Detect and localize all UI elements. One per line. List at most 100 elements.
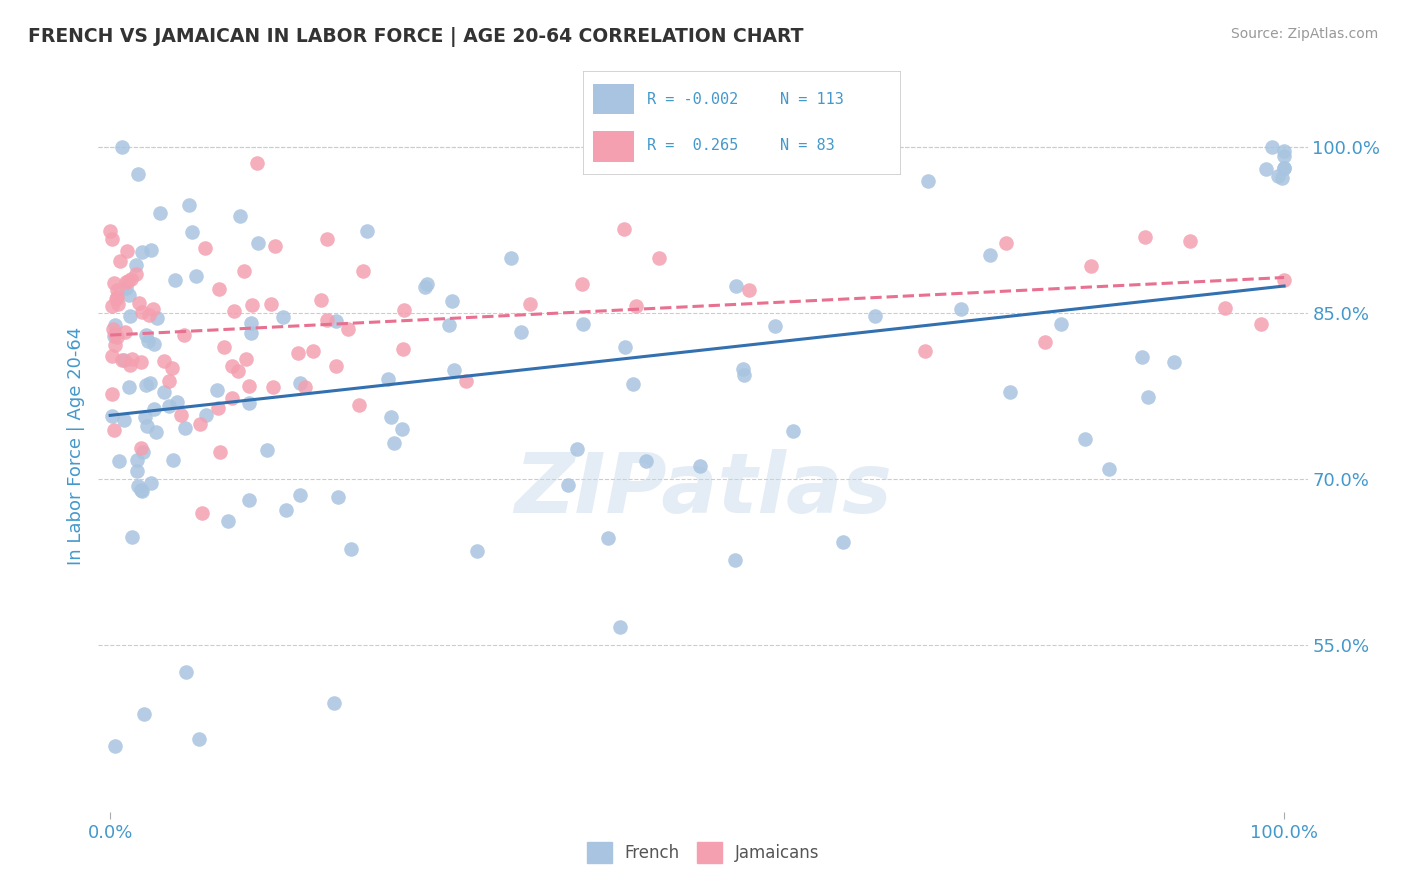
Point xyxy=(380,410,402,425)
Point xyxy=(125,464,148,478)
Point xyxy=(107,454,129,468)
Point xyxy=(246,156,269,170)
Point xyxy=(260,296,283,310)
Point xyxy=(121,530,143,544)
Point xyxy=(105,290,128,304)
Point xyxy=(129,441,152,455)
Point xyxy=(557,477,579,491)
Point xyxy=(323,696,346,710)
Point xyxy=(112,413,135,427)
Point xyxy=(162,453,184,467)
Point xyxy=(311,293,333,307)
Point xyxy=(240,326,263,341)
Point xyxy=(238,396,260,410)
Point xyxy=(229,209,252,223)
Point xyxy=(165,273,187,287)
Text: R = -0.002: R = -0.002 xyxy=(647,92,738,106)
Text: N = 83: N = 83 xyxy=(779,137,834,153)
Point xyxy=(287,345,309,359)
Point xyxy=(238,379,260,393)
Point xyxy=(648,251,671,265)
Point xyxy=(107,297,129,311)
Point xyxy=(288,488,311,502)
Point xyxy=(328,490,350,504)
Point xyxy=(131,244,153,259)
Point xyxy=(101,322,124,336)
Point xyxy=(294,380,316,394)
Point xyxy=(153,354,176,368)
Point xyxy=(101,386,124,401)
Point xyxy=(1261,140,1284,154)
Point xyxy=(465,543,488,558)
Point xyxy=(979,248,1001,262)
Point xyxy=(104,326,127,341)
Point xyxy=(100,224,122,238)
Point xyxy=(356,224,378,238)
Point xyxy=(142,301,165,316)
Point xyxy=(127,167,149,181)
Point xyxy=(1163,355,1185,369)
Point xyxy=(104,739,127,753)
Point xyxy=(1098,461,1121,475)
Text: ZIPatlas: ZIPatlas xyxy=(515,450,891,531)
Point xyxy=(214,340,236,354)
Point xyxy=(1267,169,1289,184)
Point xyxy=(1180,234,1202,248)
Text: N = 113: N = 113 xyxy=(779,92,844,106)
Point xyxy=(613,340,636,354)
Point xyxy=(153,385,176,400)
Point xyxy=(128,296,150,310)
Point xyxy=(104,337,127,351)
Legend: French, Jamaicans: French, Jamaicans xyxy=(579,836,827,869)
Point xyxy=(149,206,172,220)
Point xyxy=(103,318,125,333)
Point xyxy=(131,483,153,498)
Point xyxy=(724,552,747,566)
Point xyxy=(117,274,139,288)
Point xyxy=(247,236,270,251)
Point xyxy=(132,445,155,459)
Bar xyxy=(593,131,634,161)
Point xyxy=(235,351,257,366)
Point xyxy=(118,380,141,394)
Point xyxy=(1080,259,1102,273)
Point xyxy=(1137,390,1160,404)
Point xyxy=(138,309,160,323)
Point xyxy=(240,298,263,312)
Point xyxy=(1272,149,1295,163)
Point xyxy=(207,401,229,415)
Point xyxy=(994,236,1017,251)
Point xyxy=(1271,171,1294,186)
Point xyxy=(499,251,522,265)
Point xyxy=(337,322,360,336)
Point xyxy=(103,424,125,438)
Text: R =  0.265: R = 0.265 xyxy=(647,137,738,153)
Point xyxy=(100,409,122,423)
Point xyxy=(443,363,465,377)
Point xyxy=(136,419,159,434)
Point xyxy=(1272,161,1295,175)
Point xyxy=(134,409,156,424)
Point xyxy=(832,534,855,549)
Point xyxy=(132,706,155,721)
Point xyxy=(208,282,231,296)
Point xyxy=(142,336,165,351)
Point xyxy=(114,281,136,295)
Point xyxy=(392,303,415,318)
Point xyxy=(125,267,148,281)
Point xyxy=(315,313,337,327)
Point xyxy=(179,198,201,212)
Point xyxy=(325,359,347,373)
Point xyxy=(998,385,1021,400)
Point xyxy=(624,299,647,313)
Point xyxy=(125,259,148,273)
Text: Source: ZipAtlas.com: Source: ZipAtlas.com xyxy=(1230,27,1378,41)
Point xyxy=(103,328,125,343)
Point xyxy=(519,297,541,311)
Point xyxy=(733,368,755,382)
Point xyxy=(689,459,711,474)
Point xyxy=(950,301,973,316)
Point xyxy=(190,417,212,431)
Point xyxy=(782,424,804,438)
Point xyxy=(180,226,202,240)
